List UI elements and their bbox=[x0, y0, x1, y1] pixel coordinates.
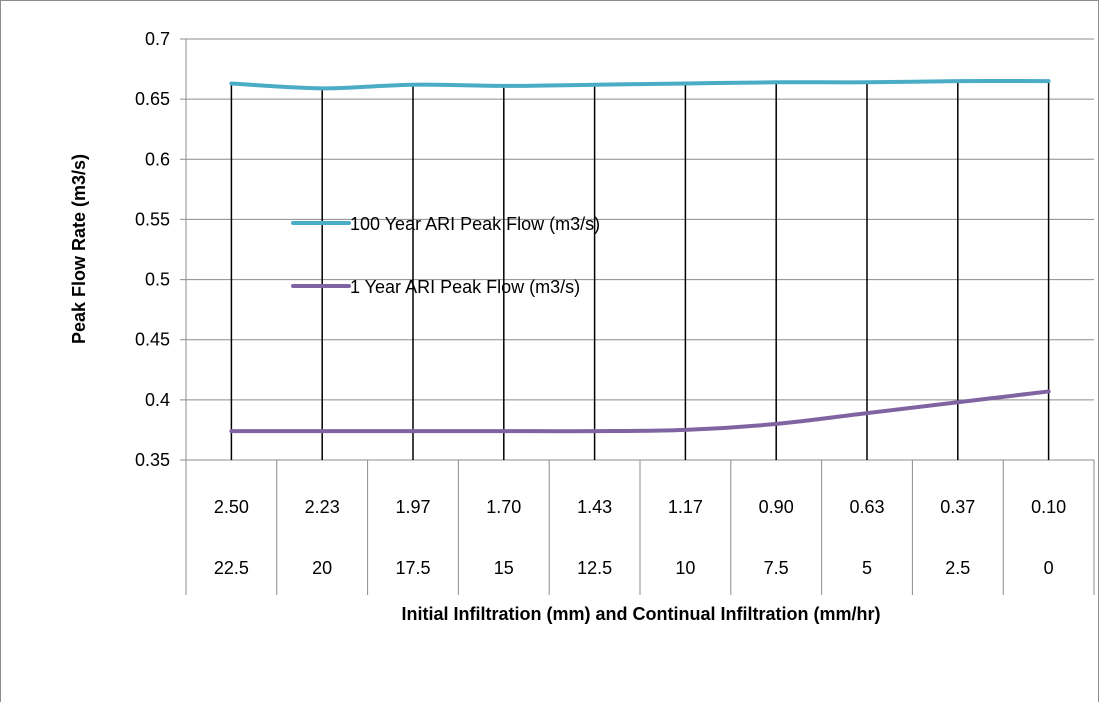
x-tick-label-continual: 5 bbox=[862, 558, 872, 578]
x-tick-label-continual: 15 bbox=[494, 558, 514, 578]
x-tick-label-continual: 10 bbox=[675, 558, 695, 578]
series-lines bbox=[229, 79, 1051, 434]
x-tick-label-initial: 0.10 bbox=[1031, 497, 1066, 517]
y-tick-label: 0.55 bbox=[135, 209, 170, 229]
legend-label: 1 Year ARI Peak Flow (m3/s) bbox=[350, 277, 580, 297]
y-tick-label: 0.7 bbox=[145, 29, 170, 49]
x-tick-label-initial: 0.63 bbox=[849, 497, 884, 517]
y-tick-label: 0.4 bbox=[145, 390, 170, 410]
series-line bbox=[229, 389, 1051, 434]
series-line bbox=[229, 79, 1051, 91]
y-tick-label: 0.5 bbox=[145, 270, 170, 290]
y-tick-label: 0.35 bbox=[135, 450, 170, 470]
drop-lines bbox=[230, 81, 1050, 460]
x-tick-label-initial: 0.37 bbox=[940, 497, 975, 517]
y-tick-label: 0.45 bbox=[135, 330, 170, 350]
x-tick-label-continual: 7.5 bbox=[764, 558, 789, 578]
x-tick-label-initial: 0.90 bbox=[759, 497, 794, 517]
x-tick-label-initial: 1.97 bbox=[395, 497, 430, 517]
y-tick-label: 0.65 bbox=[135, 89, 170, 109]
x-tick-labels: 2.50 2.23 1.97 1.70 1.43 1.17 0.90 0.63 0.37 0.10… bbox=[214, 497, 1066, 578]
y-tick-labels: 0.35 0.4 0.45 0.5 0.55 0.6 0.65 0.7 bbox=[135, 29, 170, 470]
x-tick-label-initial: 2.50 bbox=[214, 497, 249, 517]
x-tick-label-initial: 1.43 bbox=[577, 497, 612, 517]
x-tick-label-initial: 1.17 bbox=[668, 497, 703, 517]
category-table bbox=[185, 39, 1095, 595]
x-tick-label-initial: 1.70 bbox=[486, 497, 521, 517]
x-tick-label-continual: 2.5 bbox=[945, 558, 970, 578]
x-tick-label-initial: 2.23 bbox=[305, 497, 340, 517]
y-axis-title: Peak Flow Rate (m3/s) bbox=[69, 154, 89, 344]
x-axis-title: Initial Infiltration (mm) and Continual … bbox=[402, 604, 881, 624]
legend: 100 Year ARI Peak Flow (m3/s) 1 Year ARI … bbox=[291, 214, 600, 297]
x-tick-label-continual: 0 bbox=[1044, 558, 1054, 578]
x-tick-label-continual: 12.5 bbox=[577, 558, 612, 578]
x-tick-label-continual: 17.5 bbox=[395, 558, 430, 578]
gridlines bbox=[180, 38, 1094, 461]
y-tick-label: 0.6 bbox=[145, 149, 170, 169]
x-tick-label-continual: 22.5 bbox=[214, 558, 249, 578]
x-tick-label-continual: 20 bbox=[312, 558, 332, 578]
legend-label: 100 Year ARI Peak Flow (m3/s) bbox=[350, 214, 600, 234]
